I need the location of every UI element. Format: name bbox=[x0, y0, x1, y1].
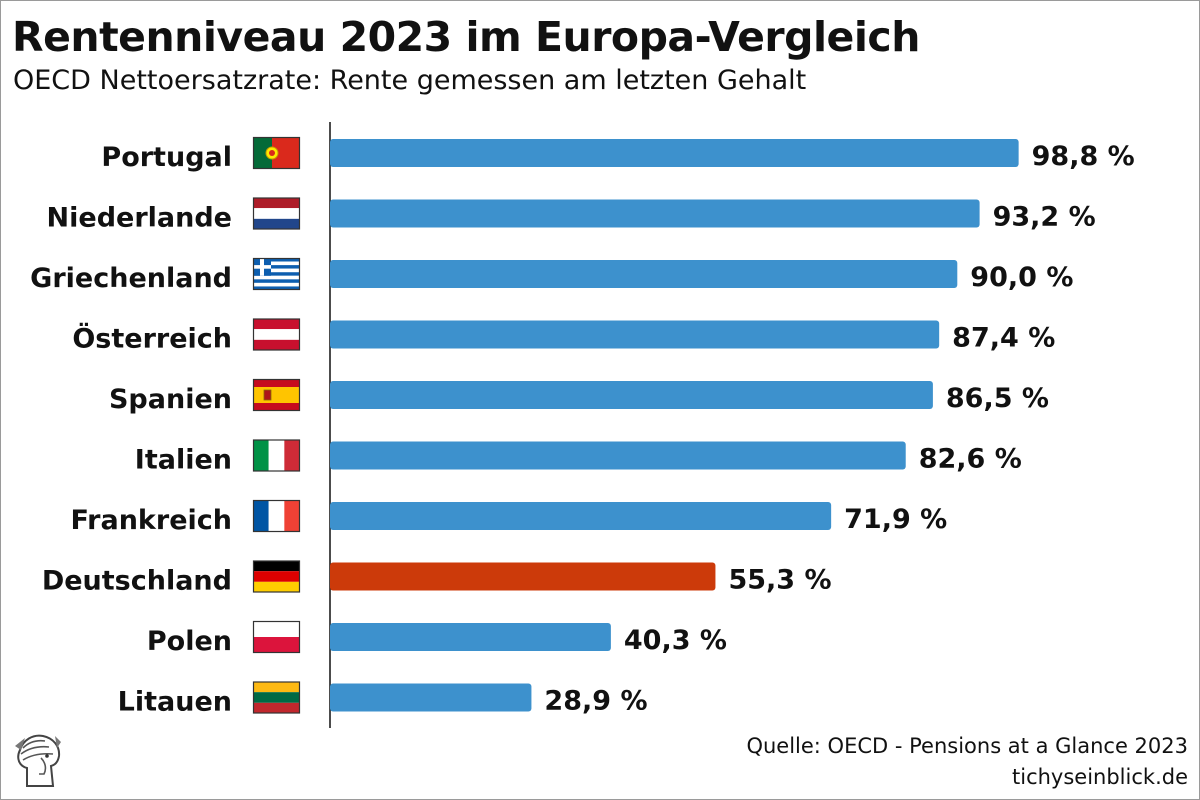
source-note: Quelle: OECD - Pensions at a Glance 2023… bbox=[746, 731, 1188, 793]
publisher-logo-icon bbox=[15, 734, 61, 787]
source-line: Quelle: OECD - Pensions at a Glance 2023 bbox=[746, 734, 1188, 758]
bar-row: Portugal 98,8 % bbox=[101, 136, 1135, 173]
bar-row: Österreich 87,4 % bbox=[72, 318, 1055, 355]
value-label: 71,9 % bbox=[844, 504, 947, 535]
bar bbox=[330, 623, 611, 651]
portugal-flag-icon bbox=[252, 136, 301, 170]
value-label: 98,8 % bbox=[1032, 141, 1135, 172]
category-label: Österreich bbox=[72, 322, 232, 355]
bar-row: Polen 40,3 % bbox=[147, 620, 727, 657]
bar bbox=[330, 502, 832, 530]
highlight-bar bbox=[330, 562, 716, 591]
value-label: 93,2 % bbox=[993, 202, 1096, 233]
netherlands-flag-icon bbox=[252, 197, 301, 230]
bar-row: Frankreich 71,9 % bbox=[70, 499, 947, 536]
greece-flag-icon bbox=[252, 257, 301, 291]
value-label: 55,3 % bbox=[728, 565, 831, 596]
bar bbox=[330, 260, 958, 288]
bar bbox=[330, 683, 532, 712]
italy-flag-icon bbox=[252, 439, 301, 472]
value-label: 90,0 % bbox=[970, 262, 1073, 293]
bar-row: Spanien 86,5 % bbox=[109, 378, 1049, 415]
bar-row: Deutschland 55,3 % bbox=[42, 560, 832, 597]
value-label: 40,3 % bbox=[624, 625, 727, 656]
bar bbox=[330, 139, 1019, 167]
category-label: Italien bbox=[135, 445, 232, 476]
germany-flag-icon bbox=[252, 560, 301, 593]
bar bbox=[330, 320, 940, 349]
category-label: Deutschland bbox=[42, 566, 232, 597]
bar-row: Litauen 28,9 % bbox=[118, 681, 648, 718]
category-label: Griechenland bbox=[30, 263, 232, 294]
bar-row: Griechenland 90,0 % bbox=[30, 257, 1073, 294]
bar-row: Niederlande 93,2 % bbox=[47, 197, 1096, 234]
france-flag-icon bbox=[252, 499, 301, 533]
category-label: Frankreich bbox=[70, 505, 232, 536]
value-label: 82,6 % bbox=[919, 444, 1022, 475]
bar-row: Italien 82,6 % bbox=[135, 439, 1022, 476]
austria-flag-icon bbox=[252, 318, 301, 351]
category-label: Polen bbox=[147, 626, 232, 657]
category-label: Niederlande bbox=[47, 203, 232, 234]
bar bbox=[330, 199, 980, 228]
value-label: 86,5 % bbox=[946, 383, 1049, 414]
category-label: Portugal bbox=[101, 142, 232, 173]
lithuania-flag-icon bbox=[252, 681, 301, 714]
category-label: Litauen bbox=[118, 687, 232, 718]
value-label: 28,9 % bbox=[544, 686, 647, 717]
bar bbox=[330, 381, 933, 409]
bar bbox=[330, 441, 906, 470]
category-label: Spanien bbox=[109, 384, 232, 415]
chart-title: Rentenniveau 2023 im Europa-Vergleich bbox=[12, 13, 920, 61]
value-label: 87,4 % bbox=[952, 323, 1055, 354]
spain-flag-icon bbox=[252, 378, 301, 412]
chart-subtitle: OECD Nettoersatzrate: Rente gemessen am … bbox=[13, 65, 807, 96]
poland-flag-icon bbox=[252, 620, 301, 654]
publisher-name: tichyseinblick.de bbox=[1012, 765, 1188, 789]
